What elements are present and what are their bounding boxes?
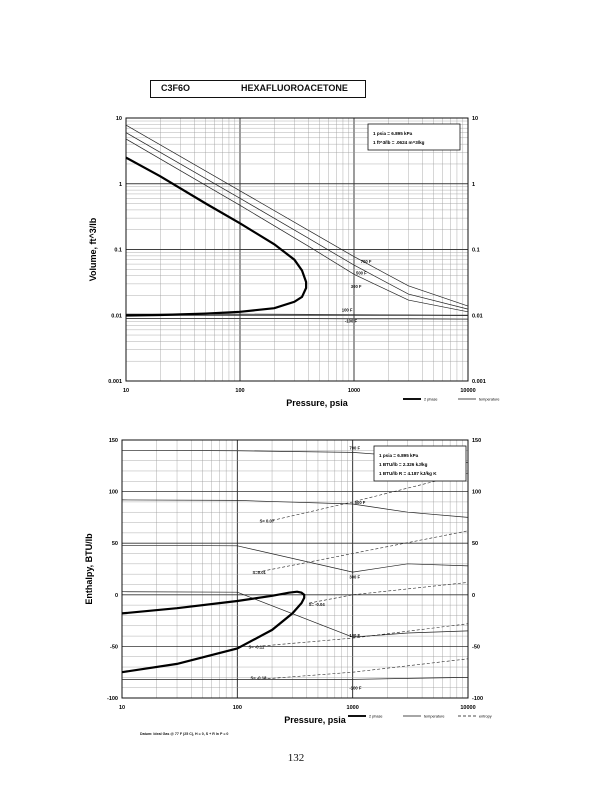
isotherm-line: [121, 544, 469, 573]
x-tick-label: 1000: [348, 388, 360, 394]
legend-label: 2 phase: [369, 715, 383, 719]
y-axis-label: Enthalpy, BTU/lb: [84, 533, 94, 605]
isotherm-line: [125, 138, 469, 313]
curve-label: 700 F: [361, 259, 372, 264]
y-axis-label: Volume, ft^3/lb: [88, 217, 98, 281]
entropy-line: [257, 623, 469, 647]
conversion-text: 1 BTU/lb R = 4.187 kJ/kg K: [379, 471, 437, 476]
y-tick-label-right: 100: [472, 490, 481, 496]
conversion-info-box: [373, 445, 467, 482]
isotherm-line: [125, 132, 469, 310]
isotherm-line: [121, 499, 469, 518]
curve-label: 300 F: [349, 574, 360, 579]
curve-label: S=0.01: [252, 570, 266, 575]
curve-label: 500 F: [356, 270, 367, 275]
y-tick-label-right: 150: [472, 438, 481, 444]
y-tick-label: 50: [112, 541, 118, 547]
curve-label: S= -0.11: [248, 644, 264, 649]
y-tick-label: 0.1: [114, 248, 122, 254]
y-tick-label-right: 0.01: [472, 313, 483, 319]
curve-label: 300 F: [351, 284, 362, 289]
conversion-info-box: [367, 123, 461, 151]
plot-frame: [121, 439, 469, 699]
curve-label: S= 0.07: [260, 519, 275, 524]
isotherm-line: [121, 591, 469, 638]
conversion-text: 1 ft^3/lb = .0624 m^3/kg: [373, 140, 425, 145]
entropy-line: [309, 582, 469, 604]
entropy-line: [272, 472, 469, 521]
x-axis-label: Pressure, psia: [286, 398, 349, 408]
isotherm-line: [126, 313, 469, 316]
curve-label: S= -0.18: [251, 675, 268, 680]
y-tick-label: 0.001: [108, 379, 122, 385]
x-tick-label: 100: [235, 388, 244, 394]
y-tick-label: -50: [110, 644, 118, 650]
y-tick-label: 10: [116, 116, 122, 122]
y-tick-label: 0.01: [111, 313, 122, 319]
isotherm-line: [126, 318, 469, 320]
y-tick-label: -100: [107, 696, 118, 702]
x-tick-label: 1000: [347, 705, 359, 711]
y-tick-label: 150: [109, 438, 118, 444]
two-phase-dome: [121, 590, 306, 674]
chemical-formula: C3F6O: [161, 83, 191, 93]
two-phase-dome: [125, 156, 308, 317]
curve-label: 100 F: [349, 633, 360, 638]
y-tick-label: 0: [115, 593, 118, 599]
plot-frame: [125, 117, 469, 382]
x-tick-label: 10: [123, 388, 129, 394]
y-tick-label-right: -50: [472, 644, 480, 650]
x-tick-label: 10000: [460, 705, 475, 711]
compound-name: HEXAFLUOROACETONE: [241, 83, 348, 93]
y-tick-label: 1: [119, 182, 122, 188]
y-tick-label-right: -100: [472, 696, 483, 702]
volume-pressure-chart: 700 F 500 F 300 F 100 F -100 F 10 100 1000 10000…: [88, 116, 499, 408]
datum-note: Datum: Ideal Gas @ 77 F (25 C), H = 0, S…: [140, 732, 229, 736]
x-tick-label: 10000: [460, 388, 475, 394]
curve-label: 500 F: [355, 500, 366, 505]
x-tick-label: 100: [233, 705, 242, 711]
y-tick-label-right: 1: [472, 182, 475, 188]
y-tick-label-right: 50: [472, 541, 478, 547]
page-number: 132: [287, 752, 305, 764]
y-tick-label-right: 0.001: [472, 379, 486, 385]
entropy-line: [257, 530, 469, 573]
legend-label: temperature: [424, 715, 444, 719]
curve-label: -100 F: [345, 318, 358, 323]
legend-label: temperature: [479, 398, 499, 402]
x-axis-label: Pressure, psia: [284, 715, 347, 725]
conversion-text: 1 BTU/lb = 2.326 kJ/kg: [379, 462, 428, 467]
curve-label: S= -0.04: [309, 602, 326, 607]
isotherm-line: [125, 124, 469, 307]
x-tick-label: 10: [119, 705, 125, 711]
title-box: C3F6O HEXAFLUOROACETONE: [150, 80, 366, 98]
y-tick-label: 100: [109, 490, 118, 496]
y-tick-label-right: 0.1: [472, 248, 480, 254]
entropy-line: [257, 658, 469, 680]
conversion-text: 1 psia = 6.895 kPa: [379, 453, 419, 458]
curve-label: 100 F: [342, 307, 353, 312]
isotherm-line: [122, 677, 469, 680]
y-tick-label-right: 0: [472, 593, 475, 599]
curve-label: -100 F: [349, 686, 362, 691]
curve-label: 700 F: [349, 445, 360, 450]
enthalpy-pressure-chart: 700 F 500 F 300 F 100 F -100 F S= 0.07 S=0.01 S…: [84, 438, 492, 725]
y-tick-label-right: 10: [472, 116, 478, 122]
legend-label: 2 phase: [424, 398, 438, 402]
legend-label: entropy: [479, 715, 492, 719]
conversion-text: 1 psia = 6.895 kPa: [373, 131, 413, 136]
